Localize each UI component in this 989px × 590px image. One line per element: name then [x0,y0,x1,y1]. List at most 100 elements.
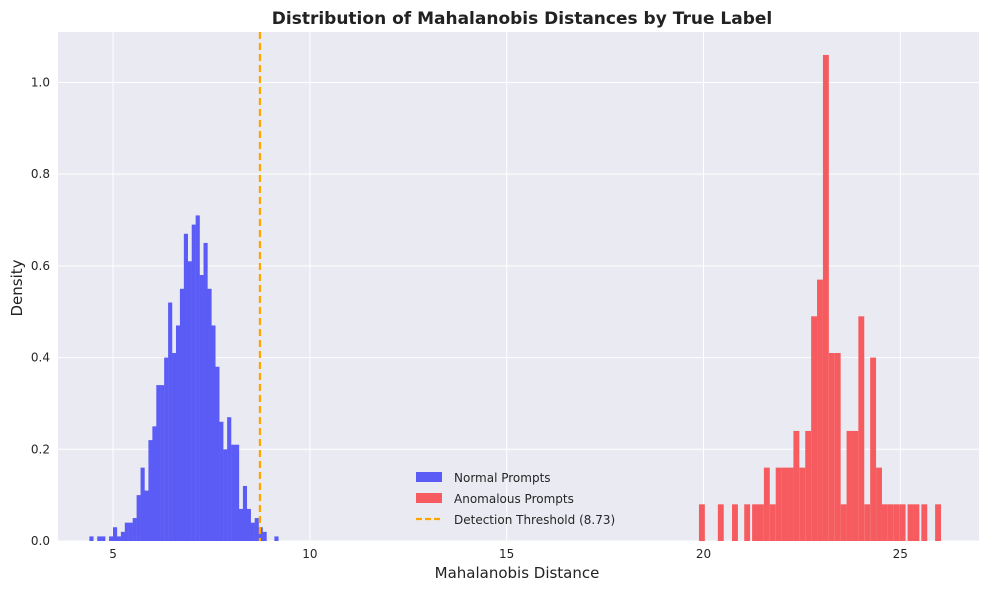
histogram-bar [828,352,835,541]
histogram-bar [235,444,240,541]
histogram-bar [907,504,914,541]
histogram-bar [840,504,847,541]
x-tick-label: 15 [499,547,514,561]
y-tick-label: 1.0 [31,75,50,89]
histogram-bar [242,485,248,541]
histogram-bar [199,275,204,541]
histogram-bar [132,518,137,541]
histogram-bar [876,467,882,541]
normal-prompts-bars [89,215,279,542]
histogram-bar [156,385,161,541]
histogram-bar [921,504,928,541]
histogram-bar [168,302,173,541]
y-tick-label: 0.2 [31,442,50,456]
histogram-bar [732,504,738,541]
histogram-bar [160,385,165,541]
histogram-bar [799,467,806,541]
histogram-bar [913,504,920,541]
histogram-bar [238,508,244,541]
chart-title: Distribution of Mahalanobis Distances by… [272,9,772,29]
histogram-bar [207,288,212,541]
histogram-bar [769,504,776,541]
histogram-bar [203,242,208,541]
y-tick-label: 0.6 [31,259,50,273]
histogram-bar [752,504,758,541]
histogram-bar [246,508,251,541]
histogram-bar [787,467,794,541]
histogram-bar [758,504,764,541]
histogram-bar [899,504,906,541]
histogram-bar [191,224,196,541]
histogram-bar [124,522,129,541]
histogram-bar [187,261,192,541]
histogram-bar [893,504,900,541]
histogram-bar [781,467,788,541]
x-tick-label: 5 [109,547,117,561]
histogram-bar [183,233,188,541]
histogram-bar [89,536,94,541]
y-tick-label: 0.8 [31,167,50,181]
histogram-bar [254,518,259,541]
histogram-bar [101,536,106,541]
y-axis-label: Density [8,259,26,316]
histogram-bar [148,440,153,541]
histogram-bar [258,527,263,541]
histogram-bar [227,417,232,541]
histogram-bar [775,467,782,541]
histogram-bar [870,357,877,541]
histogram-bar [744,504,751,541]
histogram-bar [219,421,224,541]
histogram-bar [935,504,942,541]
histogram-bar [817,279,823,541]
histogram-bar [822,54,829,542]
legend-label-anomalous: Anomalous Prompts [454,492,574,506]
histogram-bar [172,352,177,541]
legend-label-normal: Normal Prompts [454,471,551,485]
histogram-bar [195,215,200,542]
histogram-bar [152,426,157,541]
histogram-bar [864,504,871,541]
y-tick-label: 0.0 [31,534,50,548]
histogram-bar [834,352,841,541]
histogram-bar [140,467,145,541]
histogram-bar [698,504,705,541]
histogram-bar [116,536,122,541]
x-axis-label: Mahalanobis Distance [435,564,600,582]
histogram-bar [793,430,800,541]
legend-label-threshold: Detection Threshold (8.73) [454,513,615,527]
histogram-bar [211,325,216,541]
histogram-bar [144,490,149,541]
legend-swatch-normal [416,472,442,482]
x-tick-labels: 5 10 15 20 25 [109,547,908,561]
histogram-bar [231,444,236,541]
y-tick-label: 0.4 [31,351,50,365]
histogram-bar [852,430,859,541]
histogram-bar [846,430,853,541]
histogram-bar [811,316,818,541]
histogram-bar [887,504,894,541]
histogram-bar [215,366,220,541]
histogram-bar [717,504,724,541]
y-tick-labels: 0.0 0.2 0.4 0.6 0.8 1.0 [31,75,50,548]
legend: Normal Prompts Anomalous Prompts Detecti… [416,471,615,527]
histogram-bar [128,522,133,541]
histogram-bar [262,531,267,541]
x-tick-label: 10 [302,547,317,561]
histogram-bar [858,316,865,541]
histogram-bar [223,449,228,541]
anomalous-prompts-bars [698,54,942,542]
histogram-bar [164,357,169,541]
histogram-bar [179,288,185,541]
x-tick-label: 25 [893,547,908,561]
histogram-bar [805,430,812,541]
histogram-bar [881,504,888,541]
histogram-bar [120,531,126,541]
histogram-bar [136,495,141,541]
histogram-bar [113,527,118,541]
histogram-bar [97,536,102,541]
legend-swatch-anomalous [416,493,442,503]
histogram-bar [109,536,114,541]
histogram-bar [250,522,255,541]
histogram-bar [175,325,181,541]
